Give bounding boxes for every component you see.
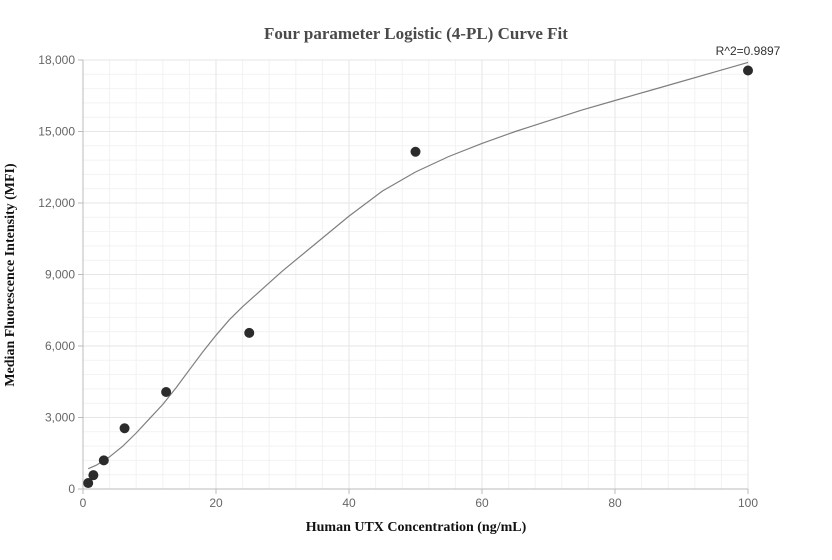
y-tick-label: 0 — [68, 482, 75, 496]
r-squared-annotation: R^2=0.9897 — [716, 44, 781, 58]
y-tick-label: 3,000 — [45, 411, 75, 425]
x-tick-label: 20 — [209, 496, 223, 510]
data-point[interactable] — [743, 65, 753, 76]
grid — [82, 59, 749, 490]
axes: 0 20 40 60 80 100 0 3,000 6,000 9,000 12,000 15,000… — [38, 53, 758, 510]
x-tick-label: 40 — [342, 496, 356, 510]
y-tick-label: 6,000 — [45, 339, 75, 353]
y-tick-label: 12,000 — [38, 196, 75, 210]
y-tick-label: 15,000 — [38, 125, 75, 139]
x-tick-label: 100 — [738, 496, 758, 510]
data-point[interactable] — [410, 146, 421, 157]
data-point[interactable] — [98, 455, 109, 466]
x-tick-label: 80 — [608, 496, 622, 510]
data-point[interactable] — [244, 327, 255, 338]
y-tick-label: 18,000 — [38, 53, 75, 67]
y-tick-label: 9,000 — [45, 268, 75, 282]
data-point[interactable] — [161, 386, 172, 397]
fit-curve — [87, 61, 749, 470]
fit-curve-layer — [87, 61, 749, 470]
data-points — [83, 65, 753, 489]
chart-title: Four parameter Logistic (4-PL) Curve Fit — [264, 24, 568, 43]
data-point[interactable] — [83, 478, 94, 489]
data-point[interactable] — [119, 423, 130, 434]
x-tick-label: 0 — [80, 496, 87, 510]
x-axis-title: Human UTX Concentration (ng/mL) — [306, 520, 527, 535]
x-tick-label: 60 — [475, 496, 489, 510]
y-axis-title: Median Fluorescence Intensity (MFI) — [3, 163, 18, 387]
data-point[interactable] — [88, 470, 99, 481]
